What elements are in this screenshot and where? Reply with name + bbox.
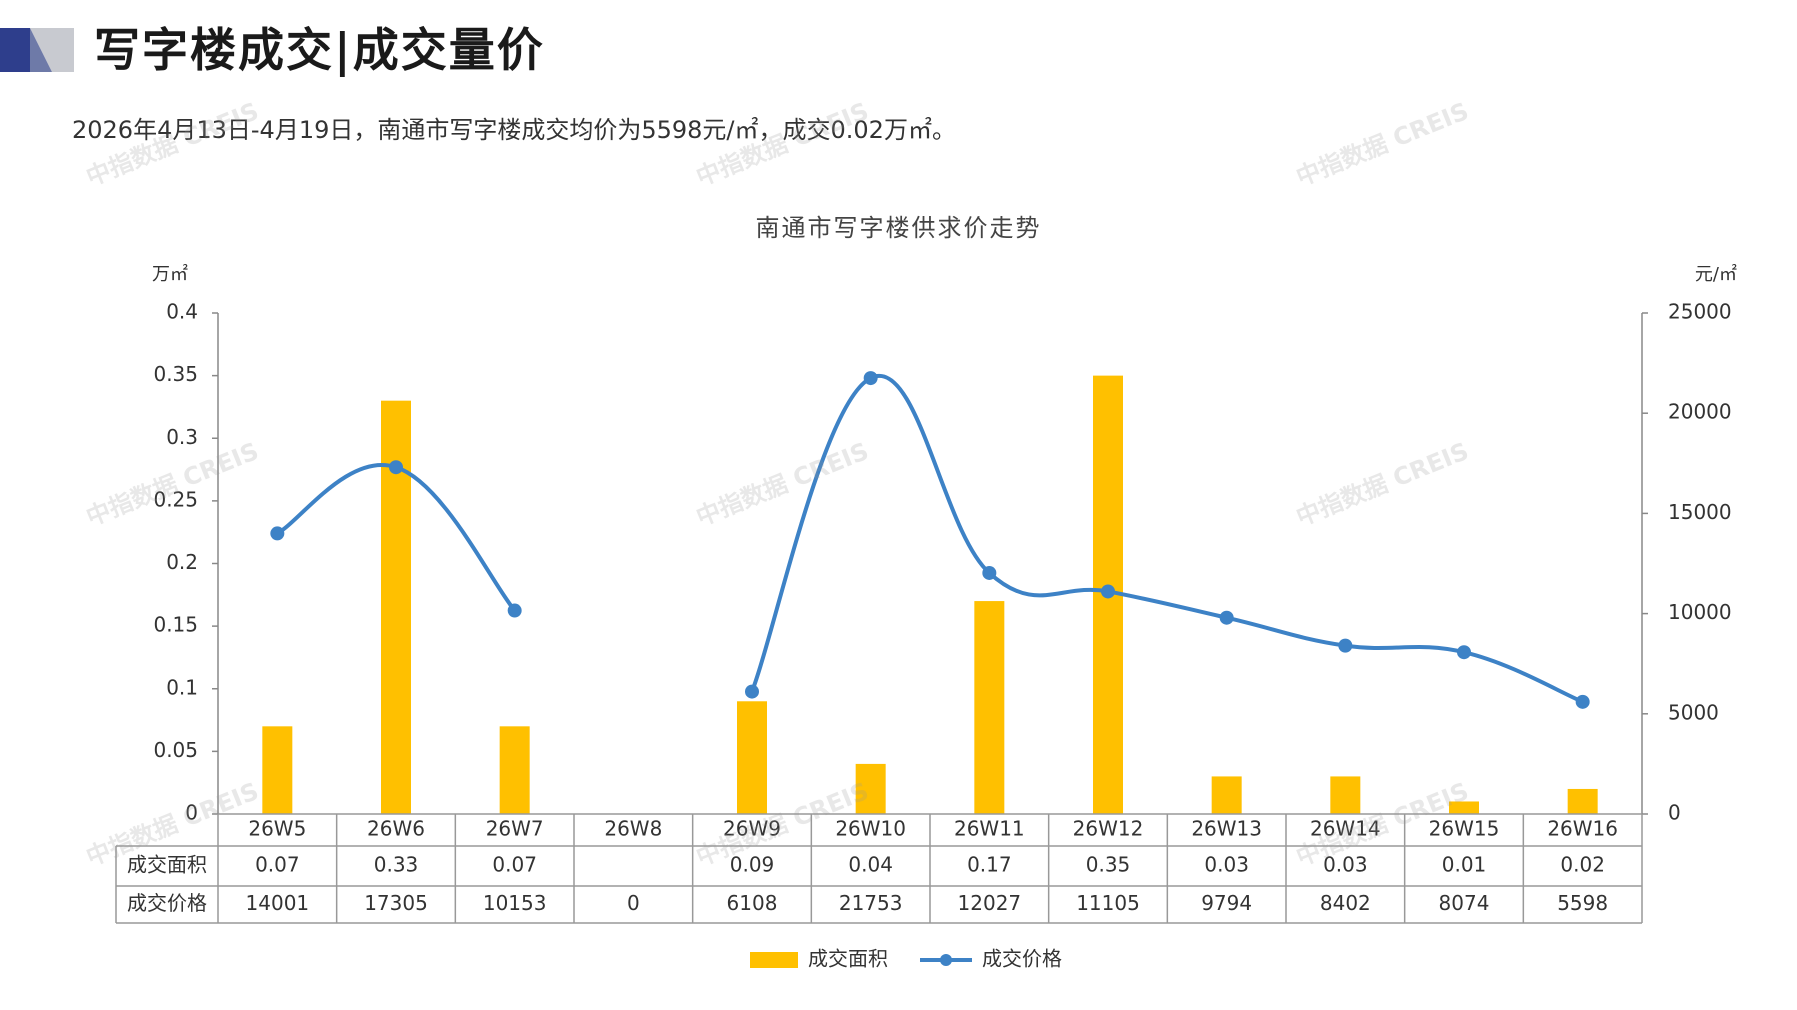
price-point-26W12 — [1101, 584, 1115, 599]
price-point-26W5 — [270, 526, 285, 541]
table-cell-price: 14001 — [246, 891, 310, 915]
left-tick-label: 0 — [185, 801, 198, 825]
legend-label-price: 成交价格 — [982, 947, 1062, 971]
table-cell-price: 11105 — [1076, 891, 1140, 915]
x-tick-label: 26W11 — [954, 817, 1025, 841]
table-cell-price: 8402 — [1320, 891, 1371, 915]
table-cell-area: 0.04 — [848, 853, 893, 877]
x-tick-label: 26W9 — [723, 817, 781, 841]
table-cell-price: 5598 — [1557, 891, 1608, 915]
table-cell-price: 10153 — [483, 891, 547, 915]
left-tick-label: 0.25 — [153, 487, 198, 511]
x-tick-label: 26W15 — [1429, 817, 1500, 841]
left-axis-unit: 万㎡ — [152, 263, 188, 285]
left-tick-label: 0.35 — [153, 362, 198, 386]
table-row-label: 成交面积 — [127, 853, 207, 877]
table-cell-area: 0.17 — [967, 853, 1012, 877]
table-cell-price: 9794 — [1201, 891, 1252, 915]
x-tick-label: 26W6 — [367, 817, 425, 841]
x-tick-label: 26W16 — [1547, 817, 1618, 841]
table-cell-area: 0.09 — [730, 853, 775, 877]
bar-26W9 — [737, 701, 767, 814]
right-axis-unit: 元/㎡ — [1695, 263, 1737, 285]
x-tick-label: 26W8 — [604, 817, 662, 841]
bar-26W15 — [1449, 801, 1479, 814]
left-tick-label: 0.15 — [153, 613, 198, 637]
bar-26W14 — [1330, 776, 1361, 814]
right-tick-label: 25000 — [1668, 300, 1732, 324]
left-tick-label: 0.1 — [166, 675, 198, 699]
table-cell-area: 0.07 — [255, 853, 300, 877]
right-tick-label: 10000 — [1668, 600, 1732, 624]
bar-26W13 — [1211, 776, 1242, 814]
table-cell-price: 21753 — [839, 891, 903, 915]
price-point-26W15 — [1457, 645, 1471, 660]
x-tick-label: 26W12 — [1073, 817, 1144, 841]
page-title: 写字楼成交|成交量价 — [94, 23, 545, 77]
table-cell-area: 0.35 — [1086, 853, 1131, 877]
right-tick-label: 5000 — [1668, 700, 1719, 724]
x-tick-label: 26W13 — [1191, 817, 1262, 841]
legend-swatch-area — [750, 952, 798, 968]
table-cell-price: 6108 — [727, 891, 778, 915]
legend-marker-price — [940, 954, 952, 966]
table-cell-area: 0.03 — [1323, 853, 1368, 877]
price-point-26W14 — [1338, 638, 1353, 653]
bar-26W5 — [262, 726, 293, 814]
x-tick-label: 26W14 — [1310, 817, 1381, 841]
price-point-26W13 — [1219, 610, 1234, 625]
left-tick-label: 0.4 — [166, 300, 198, 324]
brand-logo-mark — [0, 28, 74, 72]
price-point-26W7 — [507, 603, 522, 618]
table-row-label: 成交价格 — [127, 891, 207, 915]
left-tick-label: 0.2 — [166, 550, 198, 574]
left-tick-label: 0.3 — [166, 425, 198, 449]
bar-26W10 — [855, 763, 886, 814]
price-point-26W10 — [863, 371, 878, 386]
right-tick-label: 20000 — [1668, 400, 1732, 424]
price-point-26W16 — [1575, 694, 1590, 709]
table-cell-price: 8074 — [1439, 891, 1490, 915]
table-cell-area: 0.03 — [1204, 853, 1249, 877]
table-cell-price: 12027 — [958, 891, 1022, 915]
right-tick-label: 15000 — [1668, 500, 1732, 524]
chart-title: 南通市写字楼供求价走势 — [755, 214, 1042, 242]
price-point-26W6 — [389, 460, 403, 475]
bar-26W16 — [1567, 788, 1598, 814]
bar-26W11 — [974, 601, 1005, 814]
left-tick-label: 0.05 — [153, 738, 198, 762]
table-cell-area: 0.02 — [1560, 853, 1605, 877]
summary-text: 2026年4月13日-4月19日，南通市写字楼成交均价为5598元/㎡，成交0.… — [72, 116, 956, 144]
price-point-26W11 — [982, 565, 997, 580]
table-cell-price: 0 — [627, 891, 640, 915]
right-tick-label: 0 — [1668, 801, 1681, 825]
bar-26W7 — [499, 726, 530, 814]
table-cell-price: 17305 — [364, 891, 428, 915]
table-cell-area: 0.33 — [374, 853, 419, 877]
legend-label-area: 成交面积 — [808, 947, 888, 971]
price-point-26W9 — [745, 684, 759, 699]
x-tick-label: 26W10 — [835, 817, 906, 841]
x-tick-label: 26W7 — [486, 817, 544, 841]
table-cell-area: 0.07 — [492, 853, 537, 877]
x-tick-label: 26W5 — [248, 817, 306, 841]
table-cell-area: 0.01 — [1442, 853, 1487, 877]
